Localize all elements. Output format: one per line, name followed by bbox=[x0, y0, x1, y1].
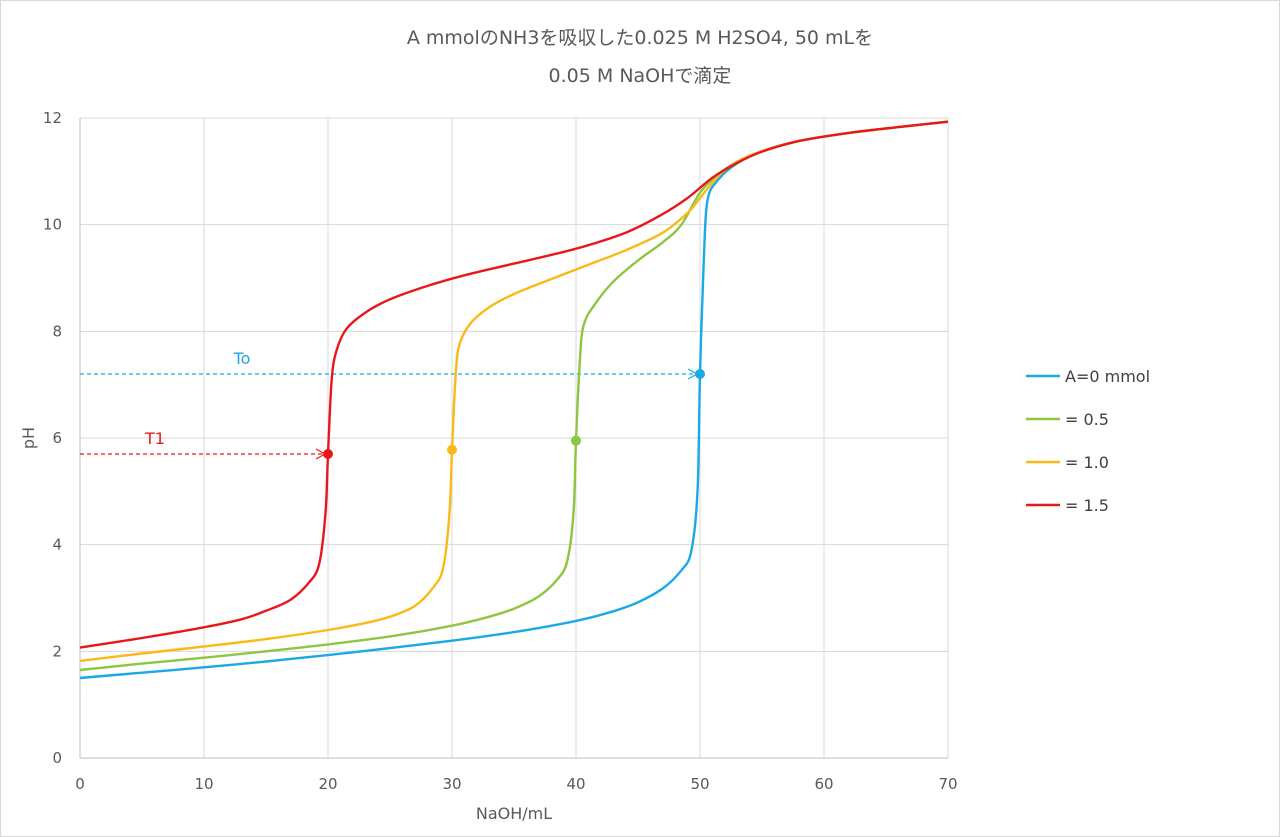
x-tick-label: 60 bbox=[814, 775, 833, 793]
series-lines bbox=[79, 120, 949, 680]
chart-title-line-2: 0.05 M NaOHで滴定 bbox=[549, 65, 732, 87]
equivalence-point-marker-3 bbox=[323, 449, 333, 459]
x-tick-label: 40 bbox=[566, 775, 585, 793]
x-axis-label: NaOH/mL bbox=[476, 804, 552, 823]
annotations: To T1 bbox=[80, 349, 699, 460]
y-tick-label: 2 bbox=[52, 642, 62, 660]
y-tick-label: 8 bbox=[52, 322, 62, 340]
x-tick-label: 30 bbox=[442, 775, 461, 793]
x-tick-label: 10 bbox=[194, 775, 213, 793]
equivalence-point-marker-1 bbox=[571, 435, 581, 446]
gridlines bbox=[79, 117, 949, 759]
series-line-3 bbox=[79, 120, 949, 649]
x-tick-label: 70 bbox=[938, 775, 957, 793]
x-tick-label: 20 bbox=[318, 775, 337, 793]
legend-label-2: = 1.0 bbox=[1065, 453, 1109, 472]
series-line-0 bbox=[79, 120, 949, 680]
annotation-label: T1 bbox=[144, 429, 165, 448]
y-axis-ticks: 0 2 4 6 8 10 12 bbox=[43, 109, 62, 767]
legend-label-3: = 1.5 bbox=[1065, 496, 1109, 515]
series-line-2 bbox=[79, 120, 949, 663]
y-tick-label: 0 bbox=[52, 749, 62, 767]
y-tick-label: 4 bbox=[52, 536, 62, 554]
equivalence-markers bbox=[323, 369, 705, 459]
annotation-label: To bbox=[233, 349, 251, 368]
legend-label-0: A=0 mmol bbox=[1065, 367, 1150, 386]
x-tick-label: 50 bbox=[690, 775, 709, 793]
y-tick-label: 10 bbox=[43, 216, 62, 234]
x-axis-ticks: 0 10 20 30 40 50 60 70 bbox=[75, 775, 957, 793]
legend-label-1: = 0.5 bbox=[1065, 410, 1109, 429]
x-tick-label: 0 bbox=[75, 775, 85, 793]
y-tick-label: 6 bbox=[52, 429, 62, 447]
y-axis-label: pH bbox=[19, 427, 38, 449]
equivalence-point-marker-2 bbox=[447, 444, 457, 455]
series-line-1 bbox=[79, 120, 949, 672]
equivalence-point-marker-0 bbox=[695, 369, 705, 379]
y-tick-label: 12 bbox=[43, 109, 62, 127]
legend: A=0 mmol = 0.5 = 1.0 = 1.5 bbox=[1026, 367, 1150, 515]
chart-title-line-1: A mmolのNH3を吸収した0.025 M H2SO4, 50 mLを bbox=[407, 27, 873, 49]
